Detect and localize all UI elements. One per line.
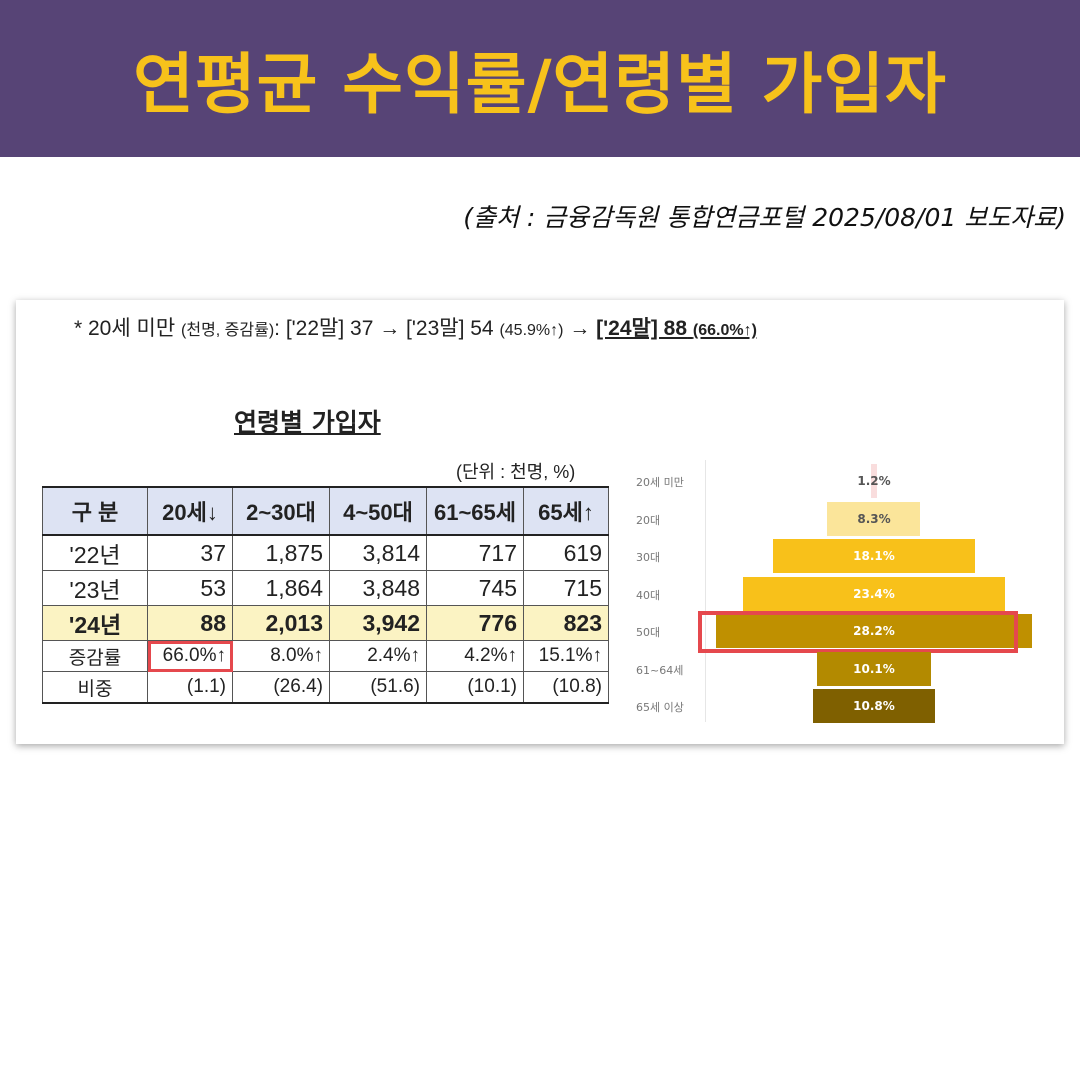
table-cell: 2,013 — [232, 605, 330, 641]
table-cell: 745 — [426, 570, 524, 606]
source-citation: (출처 : 금융감독원 통합연금포털 2025/08/01 보도자료) — [463, 203, 1066, 232]
table-cell: 3,814 — [329, 534, 427, 571]
chart-category-label: 50대 — [636, 626, 661, 639]
chart-bar-sliver — [871, 464, 877, 498]
header-65plus: 65세↑ — [523, 486, 609, 536]
table-cell: 776 — [426, 605, 524, 641]
chart-category-label: 20세 미만 — [636, 476, 684, 489]
table-unit: (단위 : 천명, %) — [456, 462, 576, 482]
header-category: 구 분 — [42, 486, 148, 536]
page-header: 연평균 수익률/연령별 가입자 — [0, 0, 1080, 157]
chart-value-label: 23.4% — [853, 586, 895, 601]
chart-category-label: 20대 — [636, 513, 661, 527]
row-label: '22년 — [42, 534, 148, 571]
table-cell: (10.1) — [426, 671, 524, 704]
chart-axis-line — [705, 460, 706, 722]
note-final-pct: (66.0%↑) — [692, 322, 757, 339]
chart-value-label: 28.2% — [853, 624, 895, 638]
chart-value-label: 1.2% — [857, 474, 891, 488]
header-61-65: 61~65세 — [426, 486, 524, 536]
table-cell: 619 — [523, 534, 609, 571]
content-card: * 20세 미만 (천명, 증감률): ['22말] 37 → ['23말] 5… — [16, 300, 1064, 744]
table-cell: 37 — [147, 534, 233, 571]
table-cell: 88 — [147, 605, 233, 641]
header-under20: 20세↓ — [147, 486, 233, 536]
note-final: ['24말] 88 (66.0%↑) — [596, 317, 757, 340]
chart-bar: 23.4% — [742, 576, 1006, 611]
chart-category-label: 61~64세 — [636, 663, 684, 677]
chart-bar: 1.2% — [857, 464, 890, 498]
page-title: 연평균 수익률/연령별 가입자 — [133, 45, 947, 123]
table-cell: 53 — [147, 570, 233, 606]
chart-bar: 10.1% — [817, 651, 931, 686]
age-pyramid-chart: 20세 미만 1.2% 20대 8.3% 30대 18.1% 40대 23.4% 50대 28.2… — [628, 460, 1048, 730]
table-cell: (1.1) — [147, 671, 233, 704]
row-label: 비중 — [42, 671, 148, 704]
chart-value-label: 18.1% — [853, 549, 895, 563]
note-mid-pct: (45.9%↑) — [499, 322, 564, 339]
table-cell: 717 — [426, 534, 524, 571]
subscriber-table: 구 분 20세↓ 2~30대 4~50대 61~65세 65세↑ '22년 37… — [42, 486, 609, 704]
note-prefix: * 20세 미만 — [74, 317, 176, 340]
note-paren: (천명, 증감률) — [181, 322, 275, 339]
table-row-highlight: '24년 88 2,013 3,942 776 823 — [42, 605, 609, 641]
table-header-row: 구 분 20세↓ 2~30대 4~50대 61~65세 65세↑ — [42, 486, 609, 536]
table-row: 증감률 66.0%↑ 8.0%↑ 2.4%↑ 4.2%↑ 15.1%↑ — [42, 640, 609, 672]
table-cell: 1,875 — [232, 534, 330, 571]
chart-value-label: 8.3% — [857, 511, 891, 526]
highlighted-growth-cell: 66.0%↑ — [147, 640, 233, 672]
chart-value-label: 10.1% — [853, 661, 895, 676]
chart-category-label: 65세 이상 — [636, 701, 684, 714]
table-cell: (51.6) — [329, 671, 427, 704]
chart-value-label: 10.8% — [853, 699, 895, 713]
header-20s-30s: 2~30대 — [232, 486, 330, 536]
chart-bar: 28.2% — [716, 614, 1032, 648]
note-final-value: ['24말] 88 — [596, 317, 688, 340]
table-cell: (26.4) — [232, 671, 330, 704]
table-cell: 715 — [523, 570, 609, 606]
chart-bar: 10.8% — [813, 689, 935, 723]
row-label: 증감률 — [42, 640, 148, 672]
table-cell: 3,942 — [329, 605, 427, 641]
note-mid: : ['22말] 37 → ['23말] 54 — [274, 317, 494, 340]
chart-bar: 8.3% — [827, 501, 921, 536]
chart-category-label: 30대 — [636, 551, 661, 564]
chart-category-label: 40대 — [636, 588, 661, 602]
table-row: 비중 (1.1) (26.4) (51.6) (10.1) (10.8) — [42, 671, 609, 704]
row-label: '24년 — [42, 605, 148, 641]
table-cell: 8.0%↑ — [232, 640, 330, 672]
table-cell: 1,864 — [232, 570, 330, 606]
table-cell: 3,848 — [329, 570, 427, 606]
table-cell: 2.4%↑ — [329, 640, 427, 672]
note-arrow: → — [569, 317, 591, 340]
chart-highlight-box — [698, 611, 1018, 653]
table-cell: 15.1%↑ — [523, 640, 609, 672]
table-title: 연령별 가입자 — [234, 408, 381, 437]
header-40s-50s: 4~50대 — [329, 486, 427, 536]
table-row: '22년 37 1,875 3,814 717 619 — [42, 534, 609, 571]
table-cell: (10.8) — [523, 671, 609, 704]
chart-bar: 18.1% — [772, 539, 976, 573]
table-cell: 4.2%↑ — [426, 640, 524, 672]
table-row: '23년 53 1,864 3,848 745 715 — [42, 570, 609, 606]
under-20-note: * 20세 미만 (천명, 증감률): ['22말] 37 → ['23말] 5… — [74, 312, 757, 342]
table-cell: 823 — [523, 605, 609, 641]
row-label: '23년 — [42, 570, 148, 606]
